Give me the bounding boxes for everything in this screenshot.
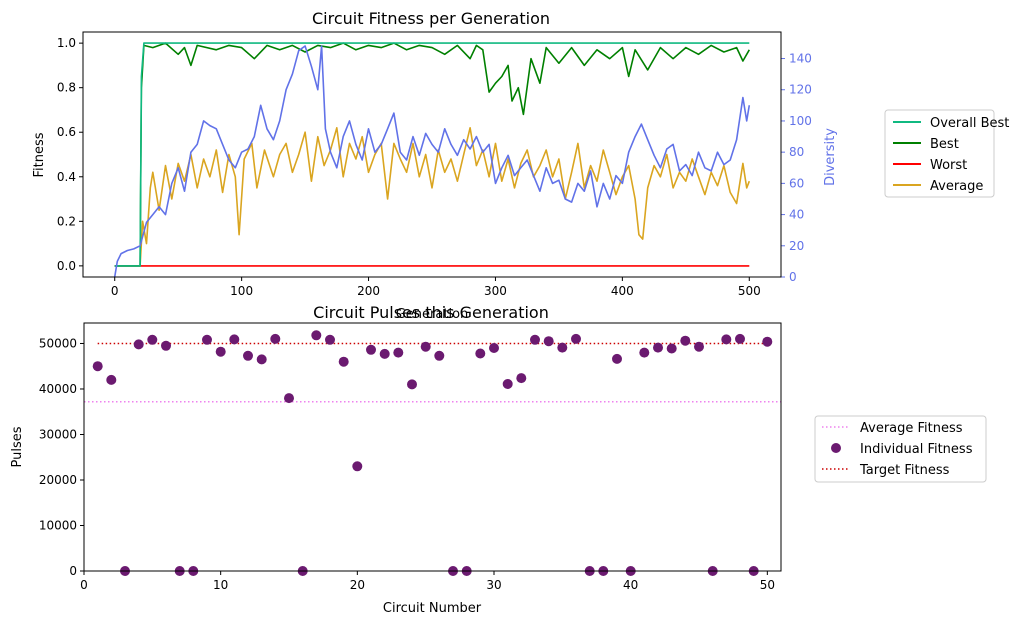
individual-fitness-point [420, 341, 431, 352]
individual-fitness-point [311, 330, 322, 341]
overall-best-line [114, 42, 750, 267]
y-tick-label: 1.0 [57, 36, 76, 50]
individual-fitness-point [106, 374, 117, 385]
individual-fitness-point [434, 350, 445, 361]
x-tick-label: 0 [80, 578, 88, 592]
pulses-plot-frame [83, 322, 782, 572]
y-right-tick-label: 140 [789, 52, 812, 66]
x-tick-label: 10 [213, 578, 228, 592]
individual-fitness-point [516, 373, 527, 384]
fitness-legend: Overall Best Best Worst Average [884, 109, 1009, 198]
y-tick-label: 0.0 [57, 259, 76, 273]
pulses-legend: Average Fitness Individual Fitness Targe… [814, 415, 987, 483]
x-tick-label: 40 [623, 578, 638, 592]
diversity-line [113, 45, 751, 278]
generation-x-axis-label: Generation [396, 307, 469, 322]
fitness-y-axis-label: Fitness [32, 132, 47, 177]
individual-fitness-point [721, 334, 732, 345]
legend-swatch-individual-fitness [831, 443, 841, 453]
y-right-tick-label: 80 [789, 145, 804, 159]
individual-fitness-point [666, 343, 677, 354]
pulses-chart-title: Circuit Pulses this Generation [313, 303, 549, 322]
best-line [114, 42, 750, 267]
x-tick-label: 100 [230, 284, 253, 298]
individual-fitness-point [571, 333, 581, 344]
individual-fitness-point [612, 353, 622, 364]
individual-fitness-point [407, 379, 417, 390]
individual-fitness-point [393, 347, 404, 358]
y-right-tick-label: 0 [789, 270, 797, 284]
legend-label-best: Best [930, 137, 959, 152]
y-tick-label: 20000 [39, 473, 77, 487]
individual-fitness-point [270, 333, 281, 344]
y-tick-label: 30000 [39, 427, 77, 441]
y-right-tick-label: 40 [789, 208, 804, 222]
individual-fitness-point [639, 347, 650, 358]
individual-fitness-point [256, 354, 267, 365]
individual-fitness-point [338, 356, 349, 367]
y-tick-label: 40000 [39, 382, 77, 396]
individual-fitness-point [653, 342, 663, 353]
y-right-tick-label: 100 [789, 114, 812, 128]
x-tick-label: 500 [738, 284, 761, 298]
individual-fitness-point [229, 334, 240, 345]
individual-fitness-point [243, 350, 253, 361]
average-line [139, 127, 751, 266]
y-tick-label: 10000 [39, 518, 77, 532]
individual-fitness-point [762, 336, 773, 347]
fitness-legend-box [884, 109, 995, 198]
y-tick-label: 0.6 [57, 125, 76, 139]
x-tick-label: 200 [357, 284, 380, 298]
y-tick-label: 0.4 [57, 170, 76, 184]
y-tick-label: 0.2 [57, 214, 76, 228]
x-tick-label: 400 [611, 284, 634, 298]
legend-label-average-fitness: Average Fitness [860, 421, 963, 436]
y-right-tick-label: 120 [789, 83, 812, 97]
x-tick-label: 300 [484, 284, 507, 298]
individual-fitness-point [325, 334, 335, 345]
individual-fitness-point [475, 348, 486, 359]
legend-label-overall-best: Overall Best [930, 116, 1009, 131]
individual-fitness-point [366, 344, 376, 355]
individual-fitness-point [133, 339, 144, 350]
legend-label-worst: Worst [930, 158, 967, 173]
x-tick-label: 50 [760, 578, 775, 592]
individual-fitness-point [680, 335, 691, 346]
y-tick-label: 0.8 [57, 81, 76, 95]
y-tick-label: 50000 [39, 336, 77, 350]
fitness-plot-frame [82, 31, 782, 278]
individual-fitness-point [530, 334, 540, 345]
legend-label-target-fitness: Target Fitness [859, 463, 950, 478]
x-tick-label: 0 [111, 284, 119, 298]
individual-fitness-point [543, 336, 554, 347]
y-tick-label: 0 [69, 564, 77, 578]
individual-fitness-point [284, 393, 294, 404]
individual-fitness-point [202, 334, 212, 345]
individual-fitness-point [379, 348, 390, 359]
fitness-chart: Circuit Fitness per Generation 0 100 200 30… [32, 9, 1009, 322]
individual-fitness-point [161, 340, 171, 351]
pulses-chart: Circuit Pulses this Generation 0 10 20 30 40… [10, 303, 987, 616]
legend-label-individual-fitness: Individual Fitness [860, 442, 973, 457]
individual-fitness-point [502, 379, 513, 389]
diversity-y-axis-label: Diversity [823, 128, 838, 186]
y-right-tick-label: 20 [789, 239, 804, 253]
legend-label-average: Average [930, 179, 983, 194]
x-tick-label: 20 [350, 578, 365, 592]
individual-fitness-point [147, 334, 158, 345]
individual-fitness-point [489, 343, 499, 353]
fitness-chart-title: Circuit Fitness per Generation [312, 9, 550, 28]
individual-fitness-point [735, 333, 745, 344]
y-right-tick-label: 60 [789, 176, 804, 190]
pulses-legend-box [814, 415, 987, 483]
pulses-y-axis-label: Pulses [10, 426, 25, 467]
individual-fitness-point [215, 346, 226, 357]
individual-fitness-point [352, 461, 363, 472]
circuit-number-x-axis-label: Circuit Number [383, 601, 482, 616]
individual-fitness-point [557, 342, 568, 353]
individual-fitness-point [92, 361, 103, 372]
x-tick-label: 30 [486, 578, 501, 592]
individual-fitness-point [694, 341, 704, 352]
